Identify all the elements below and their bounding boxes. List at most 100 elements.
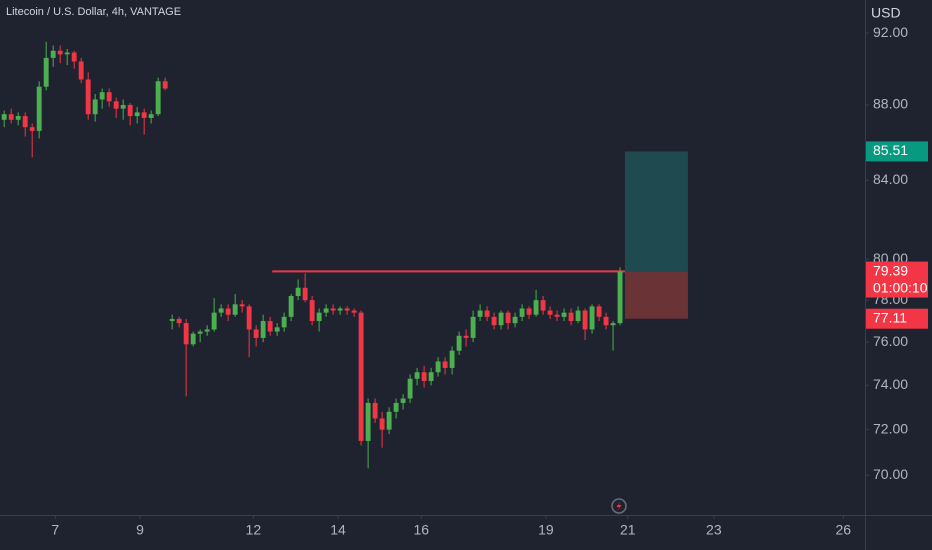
candle-body [85, 79, 91, 115]
candle-body [309, 300, 315, 322]
x-tick-label: 23 [706, 522, 722, 538]
candle-body [407, 378, 413, 399]
candle-body [323, 308, 329, 313]
candle-body [589, 306, 595, 330]
candle-body [470, 316, 476, 338]
candle-body [379, 418, 385, 430]
candle-body [120, 104, 126, 109]
candle-body [358, 312, 364, 441]
candle-body [463, 335, 469, 338]
candle-body [365, 402, 371, 441]
candle-body [386, 411, 392, 430]
y-tick-label: 88.00 [873, 96, 908, 112]
candle-body [78, 61, 84, 80]
candle-body [281, 316, 287, 328]
candle-body [540, 300, 546, 311]
candle-body [204, 329, 210, 332]
candle-body [414, 372, 420, 379]
candle-body [519, 308, 525, 317]
candle-body [330, 308, 336, 311]
candle-body [134, 112, 140, 117]
candle-body [57, 50, 63, 55]
candle-body [106, 92, 112, 102]
candle-body [596, 306, 602, 317]
candle-body [113, 101, 119, 109]
candle-body [232, 304, 238, 315]
candle-body [239, 304, 245, 307]
candle-body [533, 300, 539, 315]
plot-area [1, 41, 688, 469]
event-icon-bolt [616, 501, 622, 511]
candle-body [162, 81, 168, 89]
candle-body [449, 350, 455, 368]
candle-body [274, 327, 280, 332]
candle-body [344, 308, 350, 311]
x-tick-label: 16 [414, 522, 430, 538]
candle-body [253, 329, 259, 338]
position-stop-zone [624, 271, 688, 319]
x-tick-label: 7 [51, 522, 59, 538]
candle-body [442, 361, 448, 368]
y-tick-label: 92.00 [873, 24, 908, 40]
candle-body [603, 316, 609, 326]
candle-body [393, 402, 399, 412]
candle-body [505, 312, 511, 324]
candle-body [218, 308, 224, 313]
target-price-label-box [866, 141, 928, 162]
candle-body [316, 312, 322, 322]
candle-body [351, 310, 357, 313]
candle-body [582, 310, 588, 330]
candle-body [183, 323, 189, 345]
candle-body [1, 114, 7, 120]
candle-body [246, 306, 252, 330]
candle-body [260, 321, 266, 338]
candle-body [176, 318, 182, 324]
candle-body [190, 333, 196, 345]
y-tick-label: 74.00 [873, 376, 908, 392]
event-icon-circle [611, 498, 627, 514]
chart-title: Litecoin / U.S. Dollar, 4h, VANTAGE [6, 6, 181, 18]
y-tick-label: 70.00 [873, 466, 908, 482]
x-tick-label: 21 [620, 522, 636, 538]
candle-body [225, 308, 231, 315]
candle-body [337, 308, 343, 311]
candle-body [99, 92, 105, 100]
candle-body [428, 372, 434, 381]
event-icon [611, 498, 627, 514]
candle-body [484, 310, 490, 317]
last-price-label: 79.39 [873, 262, 908, 278]
position-target-zone [624, 151, 688, 272]
candle-body [421, 372, 427, 381]
candle-body [288, 296, 294, 317]
candle-body [617, 271, 623, 324]
candle-body [148, 114, 154, 118]
candle-body [547, 310, 553, 315]
candle-body [498, 312, 504, 326]
stop-price-label: 77.11 [873, 309, 907, 325]
candle-body [155, 81, 161, 115]
candle-body [71, 52, 77, 62]
target-price-label: 85.51 [873, 142, 908, 158]
candle-body [92, 99, 98, 115]
candle-body [169, 318, 175, 322]
y-tick-label: 76.00 [873, 333, 908, 349]
candle-body [141, 112, 147, 118]
candle-body [491, 316, 497, 326]
x-tick-label: 9 [136, 522, 144, 538]
candle-body [372, 402, 378, 419]
candle-body [22, 116, 28, 128]
candle-body [267, 321, 273, 332]
candle-body [15, 116, 21, 120]
candle-body [512, 316, 518, 324]
candle-body [435, 361, 441, 373]
candle-body [568, 312, 574, 322]
candle-body [64, 52, 70, 55]
candle-body [526, 308, 532, 315]
candle-body [127, 104, 133, 117]
candle-body [477, 310, 483, 317]
candle-body [50, 50, 56, 58]
candle-body [29, 127, 35, 131]
x-tick-label: 14 [330, 522, 346, 538]
